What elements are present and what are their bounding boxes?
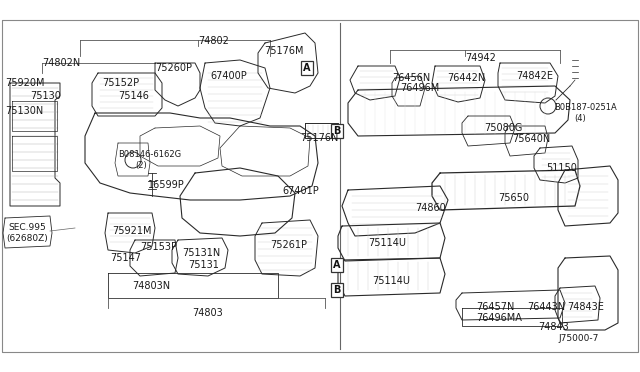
Text: 67401P: 67401P xyxy=(282,186,319,196)
Text: 74803N: 74803N xyxy=(132,281,170,291)
Text: 75080G: 75080G xyxy=(484,123,522,133)
Text: 75131N: 75131N xyxy=(182,248,220,258)
Text: 16599P: 16599P xyxy=(148,180,185,190)
Text: 75920M: 75920M xyxy=(5,78,45,88)
Text: 76442N: 76442N xyxy=(447,73,485,83)
Text: B: B xyxy=(333,285,340,295)
Text: 51150: 51150 xyxy=(546,163,577,173)
Text: B08146-6162G: B08146-6162G xyxy=(118,150,181,159)
Text: 75114U: 75114U xyxy=(372,276,410,286)
Text: 76496MA: 76496MA xyxy=(476,313,522,323)
Text: J75000-7: J75000-7 xyxy=(558,334,598,343)
Text: (4): (4) xyxy=(574,114,586,123)
Text: 75130N: 75130N xyxy=(5,106,44,116)
Text: A: A xyxy=(303,63,311,73)
Text: 76443N: 76443N xyxy=(527,302,565,312)
Text: 74802N: 74802N xyxy=(42,58,80,68)
Text: 76456N: 76456N xyxy=(392,73,430,83)
Text: 75131: 75131 xyxy=(188,260,219,270)
Text: 74942: 74942 xyxy=(465,53,496,63)
Text: 75260P: 75260P xyxy=(155,63,192,73)
Text: B0B187-0251A: B0B187-0251A xyxy=(554,103,617,112)
Text: (62680Z): (62680Z) xyxy=(6,234,48,243)
Text: 74803: 74803 xyxy=(192,308,223,318)
Text: 75152P: 75152P xyxy=(102,78,139,88)
Text: 74802: 74802 xyxy=(198,36,229,46)
Text: 74843E: 74843E xyxy=(567,302,604,312)
Text: 76457N: 76457N xyxy=(476,302,515,312)
Text: (2): (2) xyxy=(135,161,147,170)
Text: 67400P: 67400P xyxy=(210,71,247,81)
Text: 75147: 75147 xyxy=(110,253,141,263)
Text: A: A xyxy=(333,260,340,270)
Text: 75153P: 75153P xyxy=(140,242,177,252)
Text: 75176N: 75176N xyxy=(300,133,339,143)
Text: B: B xyxy=(333,126,340,136)
Text: 75261P: 75261P xyxy=(270,240,307,250)
Text: 74843: 74843 xyxy=(538,322,569,332)
Text: 75176M: 75176M xyxy=(264,46,303,56)
Text: 75640N: 75640N xyxy=(512,134,550,144)
Text: 75650: 75650 xyxy=(498,193,529,203)
Text: 74842E: 74842E xyxy=(516,71,553,81)
Text: 74860: 74860 xyxy=(415,203,445,213)
Text: SEC.995: SEC.995 xyxy=(8,223,45,232)
Text: 75114U: 75114U xyxy=(368,238,406,248)
Text: 75921M: 75921M xyxy=(112,226,152,236)
Text: 76496M: 76496M xyxy=(400,83,439,93)
Text: 75146: 75146 xyxy=(118,91,149,101)
Text: 75130: 75130 xyxy=(30,91,61,101)
